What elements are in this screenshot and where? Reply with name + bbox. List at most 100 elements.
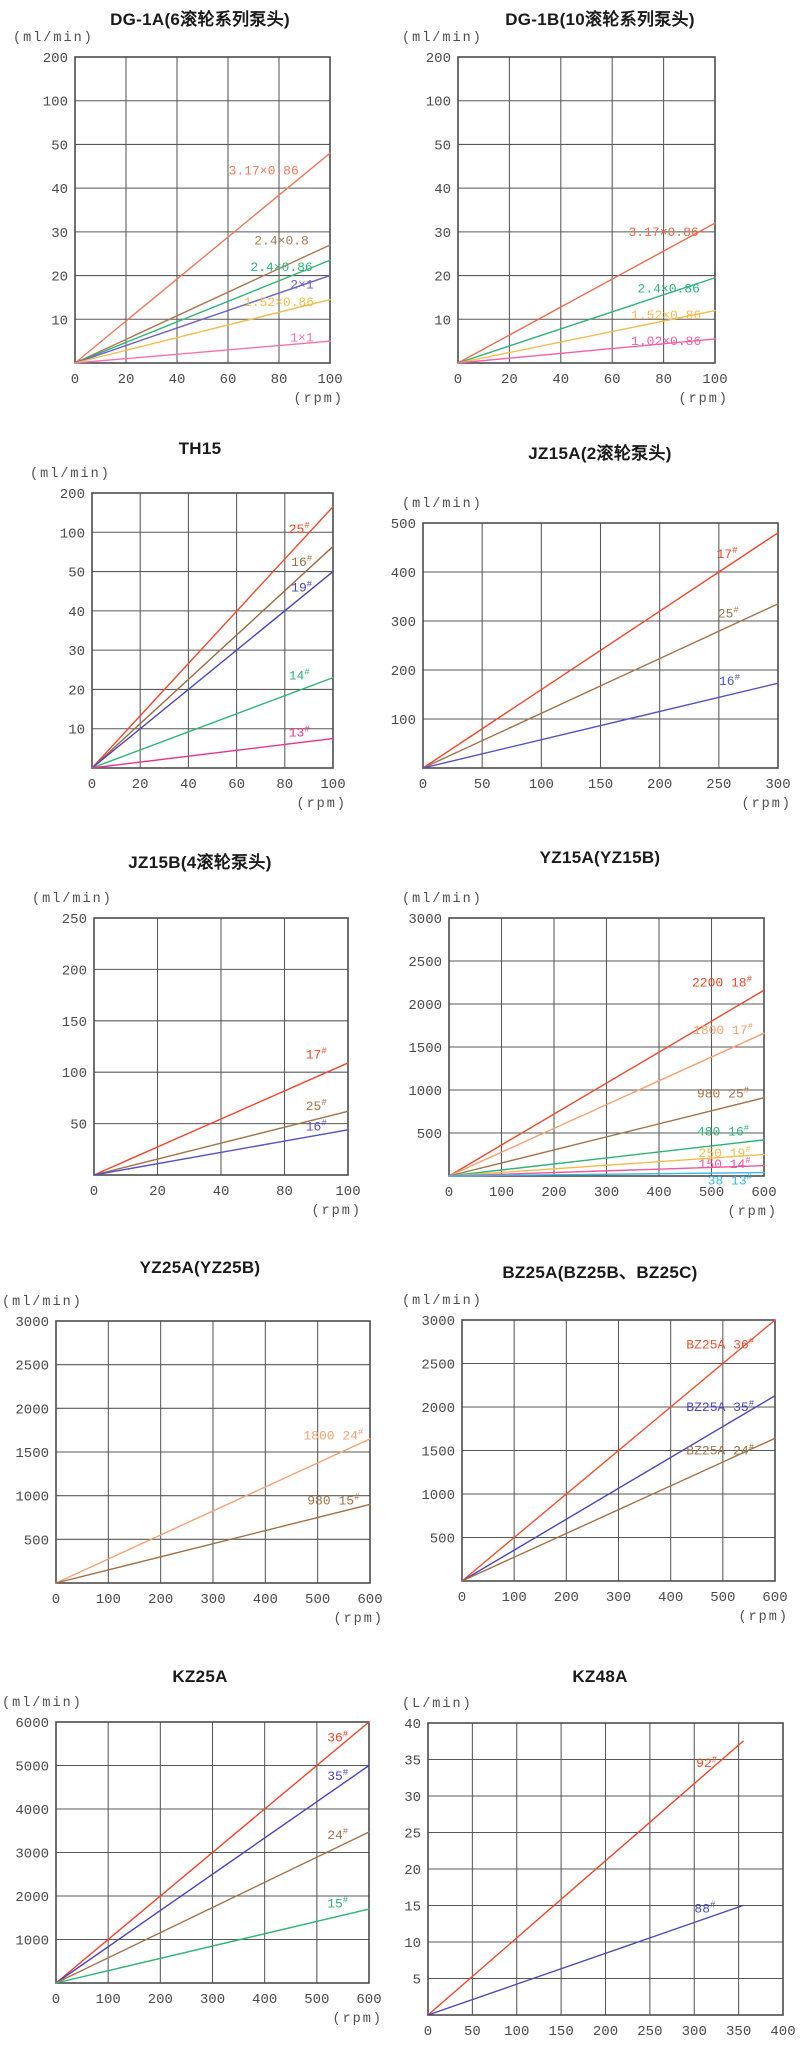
series-line [448,1032,765,1178]
x-tick-label: 60 [604,372,621,388]
series-line [55,1503,371,1584]
series-line [427,1904,744,2016]
y-tick-label: 200 [60,487,85,503]
x-tick-label: 100 [335,1184,360,1200]
y-tick-label: 4000 [15,1803,49,1819]
series-label: 92# [696,1755,718,1771]
series-line [448,1154,765,1178]
y-tick-label: 40 [51,182,68,198]
x-tick-label: 250 [637,2024,662,2040]
y-tick-label: 20 [404,1863,421,1879]
x-tick-label: 300 [765,777,790,793]
y-unit-label: (ml/min) [2,1295,83,1310]
x-tick-label: 80 [276,777,293,793]
chart-card: YZ25A(YZ25B) 500 1000 1500 2000 2500 3000 0 100 2… [0,1228,400,1637]
series-line [91,506,334,769]
series-line [55,1721,370,1984]
x-unit-label: (rpm) [333,1612,384,1627]
series-label: 2.4×0.86 [638,282,700,297]
chart-plot: 10 20 30 40 50 100 200 0 20 40 60 80 100 (ml/min) (rpm… [13,31,343,407]
series-line [461,1318,776,1582]
series-line [422,603,779,769]
series-label: 150 14# [699,1156,752,1172]
series-label: 1.52×0.86 [631,308,701,323]
y-tick-label: 10 [404,1936,421,1952]
y-tick-label: 5 [413,1972,421,1988]
x-unit-label: (rpm) [311,1204,362,1219]
plot-border [461,1318,776,1582]
y-tick-label: 30 [68,644,85,660]
chart-plot: 10 20 30 40 50 100 200 0 20 40 60 80 100 (ml/min) (rpm… [402,31,728,407]
x-unit-label: (rpm) [727,1205,778,1220]
series-label: 1800 24# [303,1427,364,1443]
x-tick-label: 250 [706,777,731,793]
chart-title: DG-1B(10滚轮系列泵头) [505,10,695,29]
y-tick-label: 40 [404,1717,421,1733]
y-tick-label: 1000 [15,1489,49,1505]
x-tick-label: 600 [751,1185,776,1201]
series-line [422,682,779,769]
x-tick-label: 20 [501,372,518,388]
y-tick-label: 100 [43,95,68,111]
x-tick-label: 80 [276,1184,293,1200]
y-tick-label: 2000 [15,1890,49,1906]
plot-border [93,917,349,1177]
x-tick-label: 100 [96,1992,121,2008]
series-line [93,1129,349,1177]
series-label: 16# [719,673,741,689]
y-tick-label: 500 [430,1531,455,1547]
y-tick-label: 200 [426,51,451,67]
x-tick-label: 100 [317,372,342,388]
y-tick-label: 10 [51,313,68,329]
y-tick-label: 1500 [408,1041,442,1057]
series-label: 980 25# [697,1086,750,1102]
x-unit-label: (rpm) [296,797,347,812]
x-tick-label: 400 [770,2024,795,2040]
y-tick-label: 150 [62,1015,87,1031]
series-label: BZ25A 35# [686,1399,754,1415]
chart-plot: 50 100 150 200 250 0 20 40 80 100 (ml/min) (rpm) 17#… [32,892,362,1219]
x-tick-label: 300 [682,2024,707,2040]
chart-card: TH15 10 20 30 40 50 100 200 0 20 40 60 80 100 (ml/min)… [0,409,400,818]
x-unit-label: (rpm) [738,1610,789,1625]
x-tick-label: 400 [253,1592,278,1608]
x-tick-label: 0 [71,372,79,388]
x-tick-label: 40 [552,372,569,388]
chart-card: BZ25A(BZ25B、BZ25C) 500 1000 1500 2000 2500 300… [400,1228,800,1637]
x-tick-label: 0 [90,1184,98,1200]
y-tick-label: 200 [62,964,87,980]
y-tick-label: 100 [62,1067,87,1083]
y-tick-label: 20 [68,684,85,700]
plot-border [457,56,716,364]
series-line [448,1139,765,1178]
plot-border [74,56,331,364]
y-tick-label: 3000 [15,1315,49,1331]
x-tick-label: 200 [541,1185,566,1201]
series-line [91,677,334,769]
y-unit-label: (ml/min) [2,1696,83,1711]
x-tick-label: 400 [646,1185,671,1201]
chart-plot: 500 1000 1500 2000 2500 3000 0 100 200 300 400 500 6… [402,892,778,1220]
series-line [448,1172,765,1178]
x-tick-label: 200 [148,1992,173,2008]
y-tick-label: 500 [24,1533,49,1549]
y-tick-label: 400 [391,566,416,582]
series-line [74,259,331,364]
y-tick-label: 2000 [15,1402,49,1418]
series-line [448,989,765,1178]
series-line [74,152,331,364]
series-label: 480 16# [697,1124,750,1140]
series-label: 17# [306,1047,328,1063]
series-label: 13# [289,725,311,741]
y-tick-label: 50 [68,566,85,582]
series-label: BZ25A 24# [686,1442,754,1458]
plot-border [422,522,779,769]
x-tick-label: 50 [464,2024,481,2040]
y-tick-label: 1000 [421,1488,455,1504]
y-tick-label: 3000 [408,912,442,928]
series-label: 2.4×0.8 [254,234,309,249]
series-line [74,274,331,364]
chart-plot: 1000 2000 3000 4000 5000 6000 0 100 200 300 400 500… [2,1696,382,2027]
y-tick-label: 100 [391,713,416,729]
x-tick-label: 200 [554,1590,579,1606]
